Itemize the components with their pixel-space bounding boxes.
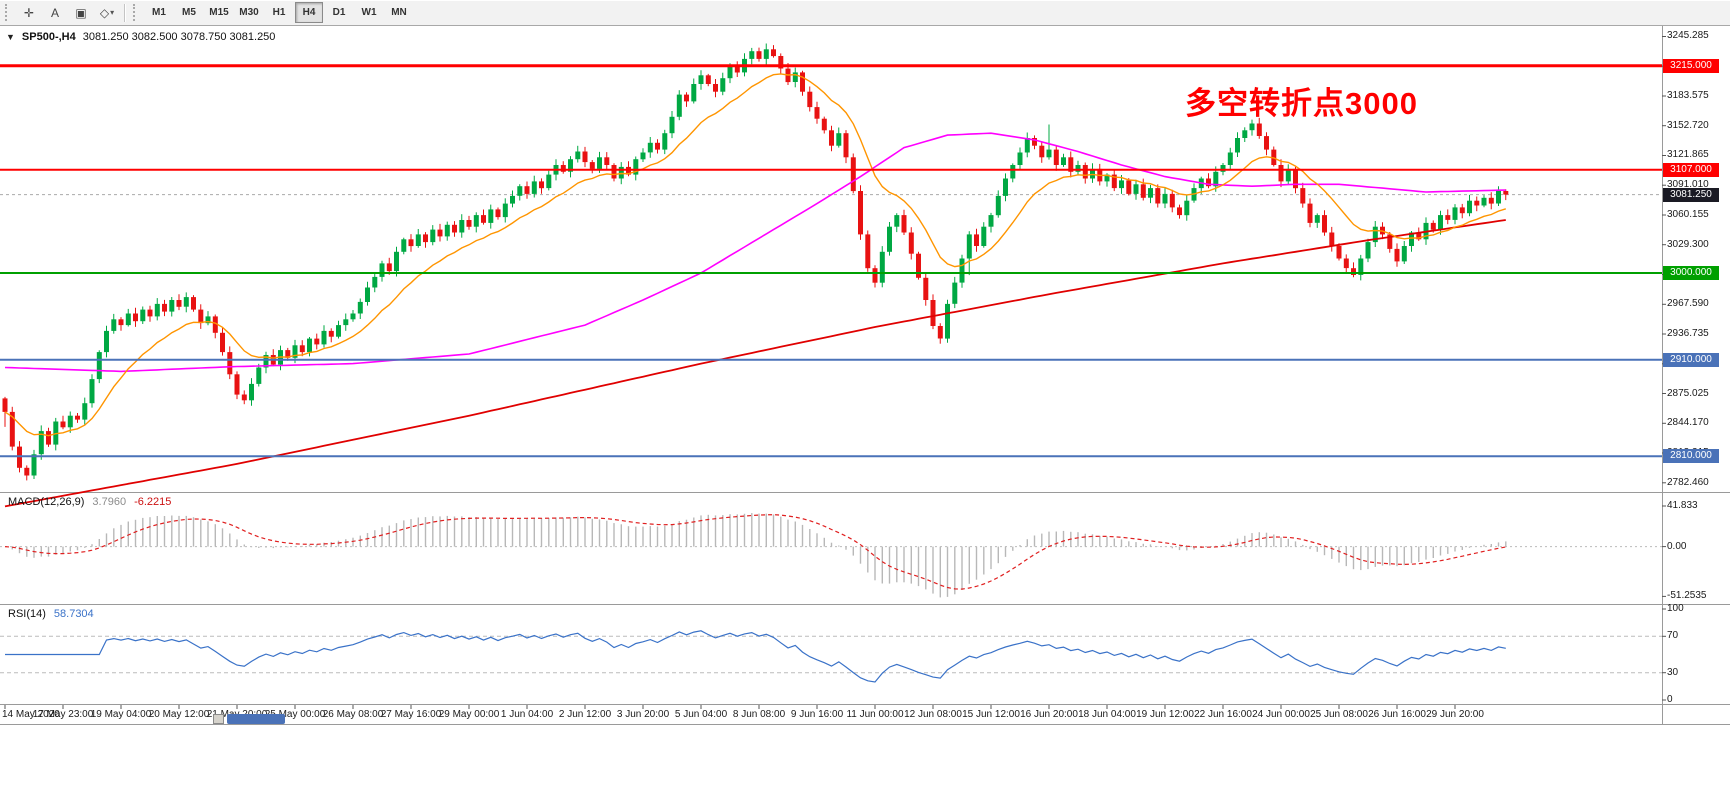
macd-name: MACD(12,26,9)	[8, 496, 85, 508]
time-axis-label: 29 Jun 20:00	[1426, 709, 1484, 720]
timeframe-m30-button[interactable]: M30	[239, 7, 259, 18]
rsi-name: RSI(14)	[8, 608, 46, 620]
price-axis-label: 2936.735	[1667, 328, 1709, 339]
price-badge-2810.000: 2810.000	[1663, 449, 1719, 464]
price-axis-label: 2782.460	[1667, 476, 1709, 488]
chart-title: ▼ SP500-,H4 3081.250 3082.500 3078.750 3…	[6, 31, 275, 43]
timeframe-m5-button[interactable]: M5	[182, 7, 196, 18]
time-axis-label: 17 May 23:00	[32, 709, 94, 720]
shapes-dropdown-button[interactable]: ◇ ▾	[99, 5, 115, 20]
macd-histogram	[11, 513, 1507, 598]
time-axis-label: 18 Jun 04:00	[1078, 709, 1136, 720]
price-axis-label: 3091.010	[1667, 179, 1709, 191]
toolbar-separator	[124, 3, 126, 22]
macd-signal-line	[4, 514, 1506, 590]
time-axis-label: 20 May 12:00	[148, 709, 210, 720]
time-axis-label: 8 Jun 08:00	[732, 709, 786, 720]
dropdown-arrow-icon: ▾	[110, 8, 115, 17]
rsi-line	[5, 630, 1506, 683]
text-frame-tool-button[interactable]: ▣	[75, 5, 87, 20]
current-price-badge: 3081.250	[1663, 187, 1719, 202]
time-axis-label: 12 Jun 08:00	[904, 709, 962, 720]
time-axis-label: 9 Jun 16:00	[790, 709, 844, 720]
scrollbar-corner-button[interactable]	[213, 714, 224, 724]
timeframe-m15-button[interactable]: M15	[209, 7, 229, 18]
ohlc-values: 3081.250 3082.500 3078.750 3081.250	[82, 31, 276, 43]
time-axis-label: 25 May 00:00	[264, 709, 326, 720]
crosshair-tool-button[interactable]: ✛	[23, 5, 35, 20]
price-badge-3000.000: 3000.000	[1663, 266, 1719, 280]
price-axis-label: 3060.155	[1667, 208, 1709, 220]
timeframe-h4-button[interactable]: H4	[295, 2, 323, 23]
price-axis[interactable]: 3245.2853214.4303183.5753152.7203121.865…	[1662, 26, 1730, 725]
macd-indicator-label: MACD(12,26,9) 3.7960 -6.2215	[8, 496, 171, 508]
time-axis-label: 2 Jun 12:00	[558, 709, 612, 720]
time-axis-label: 19 May 04:00	[90, 709, 152, 720]
toolbar-grip[interactable]	[5, 4, 11, 21]
time-axis-label: 16 Jun 20:00	[1020, 709, 1078, 720]
toolbar-grip-2[interactable]	[133, 4, 139, 21]
quick-trade-arrow-icon[interactable]: ▼	[6, 32, 15, 42]
timeframe-d1-button[interactable]: D1	[332, 7, 346, 18]
price-badge-3107.000: 3107.000	[1663, 162, 1719, 177]
timeframe-h1-button[interactable]: H1	[272, 7, 286, 18]
time-axis-label: 19 Jun 12:00	[1136, 709, 1194, 720]
macd-axis-label: 41.833	[1667, 499, 1698, 511]
macd-axis-label: 0.00	[1667, 540, 1687, 552]
scrollbar-thumb[interactable]	[227, 714, 285, 724]
price-badge-2910.000: 2910.000	[1663, 352, 1719, 367]
macd-main-value: 3.7960	[92, 496, 127, 508]
annotation-text: 多空转折点3000	[1185, 86, 1418, 121]
timeframe-m1-button[interactable]: M1	[152, 7, 166, 18]
time-axis-label: 24 Jun 00:00	[1252, 709, 1310, 720]
price-axis-label: 3245.285	[1667, 30, 1709, 42]
symbol-timeframe-label: SP500-,H4	[21, 31, 76, 43]
price-axis-label: 2967.590	[1667, 298, 1709, 310]
ma-mid-line	[4, 132, 1506, 373]
macd-signal-value: -6.2215	[134, 496, 172, 508]
time-axis-label: 27 May 16:00	[380, 709, 442, 720]
price-axis-label: 3152.720	[1667, 119, 1709, 131]
timeframes-group: M1 M5 M15 M30 H1 H4 D1 W1 MN	[144, 2, 414, 23]
ma-slow-line	[4, 219, 1506, 508]
time-axis-label: 11 Jun 00:00	[846, 709, 904, 720]
macd-axis-label: -51.2535	[1667, 590, 1707, 602]
price-axis-label: 3121.865	[1667, 149, 1709, 161]
rsi-value: 58.7304	[53, 608, 94, 620]
time-axis-label: 15 Jun 12:00	[962, 709, 1020, 720]
time-axis-label: 22 Jun 16:00	[1194, 709, 1252, 720]
price-badge-3215.000: 3215.000	[1663, 58, 1719, 73]
candlestick-series	[2, 43, 1509, 481]
toolbar: ✛ A ▣ ◇ ▾ M1 M5 M15 M30 H1 H4 D1 W1 MN	[0, 0, 1730, 26]
rsi-axis-label: 70	[1667, 630, 1679, 642]
price-axis-label: 3183.575	[1667, 89, 1709, 101]
time-axis[interactable]: 14 May 2020 17 May 23:00 19 May 04:00 20 Ma…	[0, 704, 1662, 724]
price-axis-label: 2875.025	[1667, 387, 1709, 399]
price-axis-label: 3029.300	[1667, 238, 1709, 250]
timeframe-w1-button[interactable]: W1	[361, 7, 377, 18]
time-axis-label: 25 Jun 08:00	[1310, 709, 1368, 720]
ma-fast-line	[4, 73, 1507, 437]
time-axis-label: 29 May 00:00	[438, 709, 500, 720]
time-axis-label: 26 May 08:00	[322, 709, 384, 720]
drawing-tools-group: ✛ A ▣ ◇ ▾	[16, 2, 120, 24]
time-axis-label: 26 Jun 16:00	[1368, 709, 1426, 720]
time-axis-label: 5 Jun 04:00	[674, 709, 728, 720]
timeframe-mn-button[interactable]: MN	[391, 7, 407, 18]
time-axis-label: 3 Jun 20:00	[616, 709, 670, 720]
rsi-indicator-label: RSI(14) 58.7304	[8, 608, 94, 620]
price-axis-label: 2844.170	[1667, 417, 1709, 429]
rsi-axis-label: 0	[1667, 694, 1673, 705]
rsi-axis-label: 100	[1667, 603, 1684, 614]
rsi-axis-label: 30	[1667, 666, 1679, 678]
time-axis-label: 14 May 2020	[2, 709, 60, 720]
text-label-tool-button[interactable]: A	[50, 5, 59, 20]
time-axis-label: 1 Jun 04:00	[500, 709, 554, 720]
